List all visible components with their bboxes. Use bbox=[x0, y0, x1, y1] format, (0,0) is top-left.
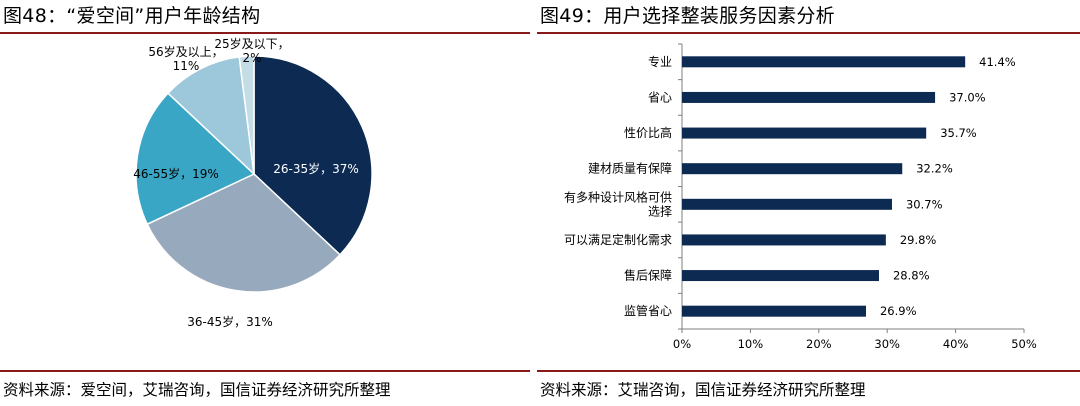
bar-value-label-8: 26.9% bbox=[880, 304, 917, 318]
bar-value-label-2: 37.0% bbox=[949, 90, 986, 104]
right-figure-title: 图49：用户选择整装服务因素分析 bbox=[540, 5, 835, 27]
bar-chart: 41.4% 专业 37.0% 省心 35.7% 性价比高 32.2% 建材质量有保障 30.7%… bbox=[564, 43, 1037, 351]
category-label-3: 性价比高 bbox=[624, 125, 672, 140]
pie-slice-label-1: 26-35岁，37% bbox=[273, 161, 359, 176]
bar-value-label-6: 29.8% bbox=[900, 233, 937, 247]
bar-5 bbox=[682, 198, 892, 210]
left-title-rule bbox=[0, 32, 530, 34]
pie-slice-5 bbox=[238, 55, 255, 175]
bar-6 bbox=[682, 234, 886, 246]
category-label-8: 监管省心 bbox=[624, 303, 672, 318]
category-label-4: 建材质量有保障 bbox=[588, 161, 672, 176]
x-tick-label-2: 10% bbox=[738, 337, 764, 351]
x-tick-label-5: 40% bbox=[943, 337, 969, 351]
pie-chart: 26-35岁，37% 36-45岁，31% 46-55岁，19% 56岁及以上， 11%… bbox=[133, 36, 373, 329]
bar-value-label-5: 30.7% bbox=[906, 197, 943, 211]
x-tick-label-6: 50% bbox=[1011, 337, 1037, 351]
x-tick-label-3: 20% bbox=[806, 337, 832, 351]
pie-slice-4 bbox=[166, 56, 256, 176]
pie-slice-2 bbox=[146, 173, 342, 293]
bar-value-label-4: 32.2% bbox=[916, 162, 953, 176]
right-source-note: 资料来源：艾瑞咨询，国信证券经济研究所整理 bbox=[540, 381, 866, 399]
left-figure-title: 图48：“爱空间”用户年龄结构 bbox=[3, 5, 261, 27]
left-figure-panel: 图48：“爱空间”用户年龄结构 26-35岁，37% 36-45岁，31% 46-5… bbox=[0, 0, 530, 406]
bar-2 bbox=[682, 91, 936, 103]
right-source-rule bbox=[537, 370, 1080, 372]
left-source-note: 资料来源：爱空间，艾瑞咨询，国信证券经济研究所整理 bbox=[3, 381, 391, 399]
left-source-rule bbox=[0, 370, 530, 372]
bar-7 bbox=[682, 270, 879, 282]
category-label-6: 可以满足定制化需求 bbox=[564, 232, 672, 247]
bar-8 bbox=[682, 305, 866, 317]
x-tick-label-4: 30% bbox=[874, 337, 900, 351]
category-label-7: 售后保障 bbox=[624, 268, 672, 283]
bar-value-label-7: 28.8% bbox=[893, 269, 930, 283]
pie-slice-3 bbox=[135, 92, 256, 226]
category-label-5: 有多种设计风格可供选择 bbox=[564, 189, 672, 218]
pie-slice-label-2: 36-45岁，31% bbox=[187, 314, 273, 329]
pie-slice-label-5: 25岁及以下， 2% bbox=[214, 36, 289, 65]
bar-4 bbox=[682, 163, 903, 175]
x-tick-label-1: 0% bbox=[673, 337, 691, 351]
pie-slice-label-3: 46-55岁，19% bbox=[133, 166, 219, 181]
bar-1 bbox=[682, 56, 966, 68]
category-label-2: 省心 bbox=[648, 90, 672, 104]
pie-slice-label-4: 56岁及以上， 11% bbox=[148, 44, 223, 73]
pie-slice-1 bbox=[253, 55, 373, 256]
bar-value-label-1: 41.4% bbox=[979, 55, 1016, 69]
right-figure-panel: 图49：用户选择整装服务因素分析 41.4% 专业 37.0% 省心 35.7% 性价比高… bbox=[537, 0, 1080, 406]
category-label-1: 专业 bbox=[648, 54, 672, 69]
bar-value-label-3: 35.7% bbox=[940, 126, 977, 140]
bar-3 bbox=[682, 127, 927, 139]
right-title-rule bbox=[537, 32, 1080, 34]
